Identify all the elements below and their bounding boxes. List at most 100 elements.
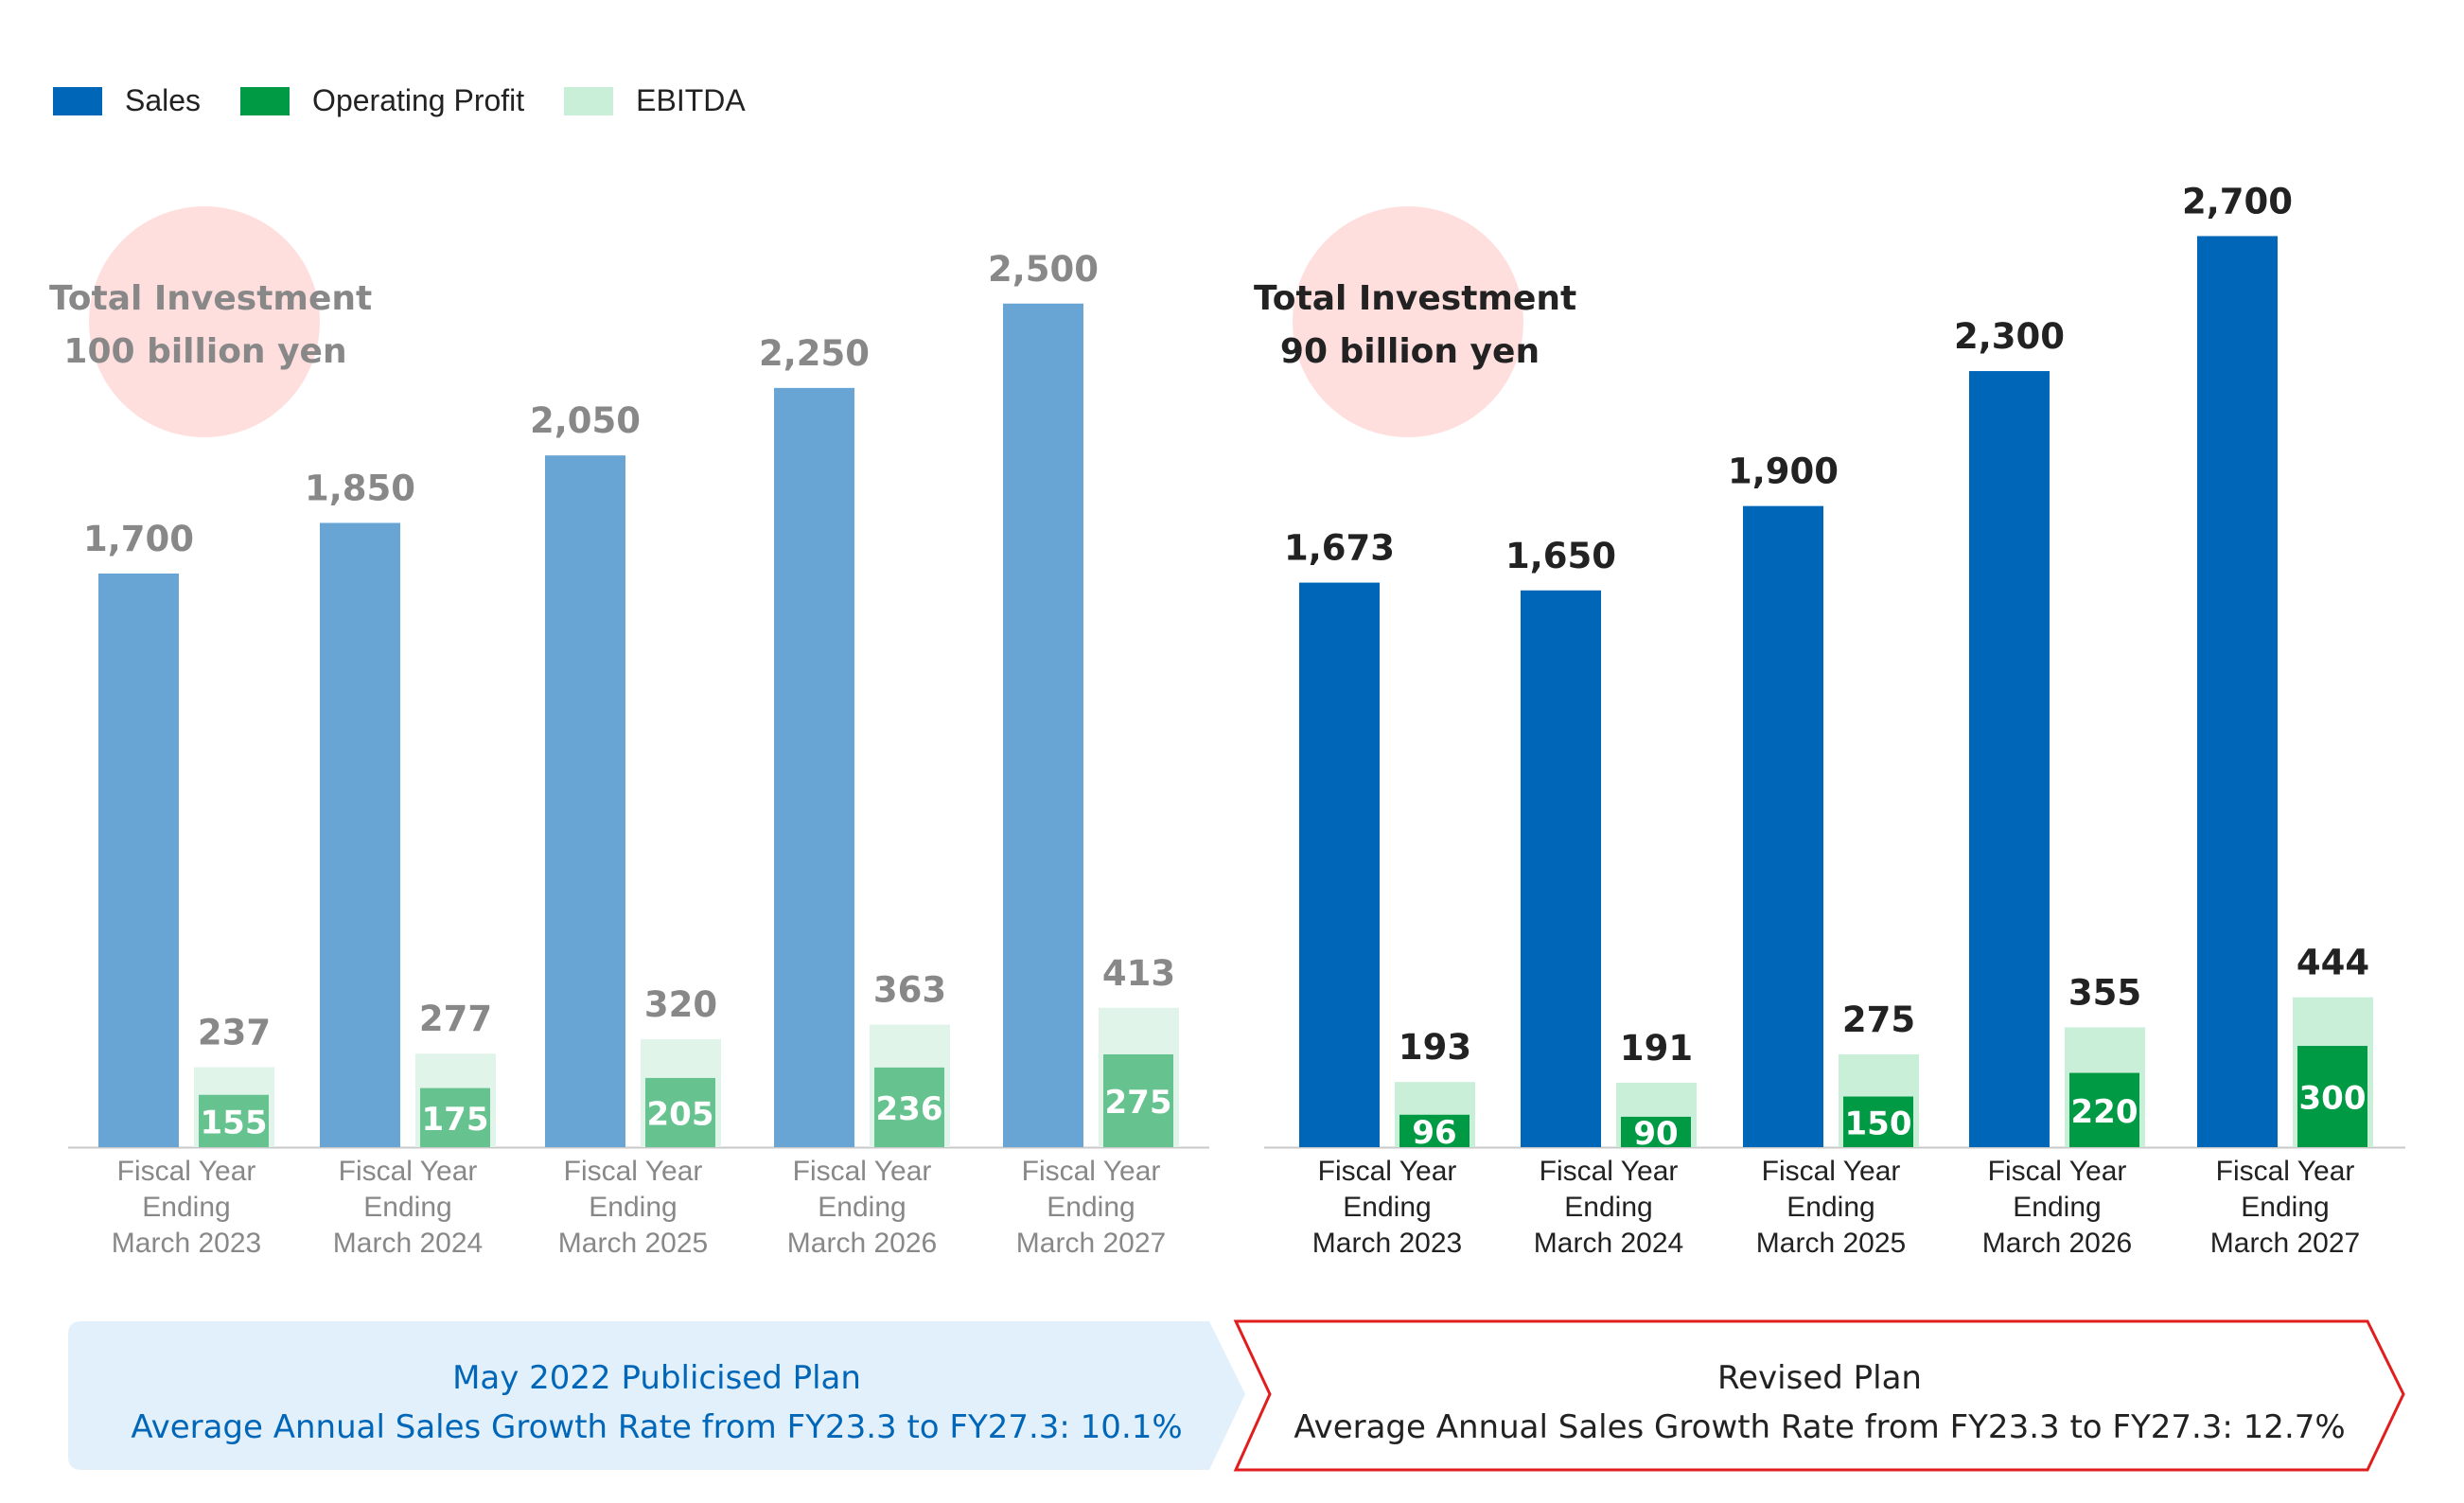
category-label: Fiscal Year [1022,1156,1161,1187]
banner-left-line1: May 2022 Publicised Plan [452,1359,861,1397]
investment-line2-right: 90 billion yen [1279,332,1540,371]
investment-circle-left [89,206,320,437]
bar-operating-profit [1843,1096,1913,1147]
category-label: Ending [1564,1192,1652,1223]
category-label: Fiscal Year [564,1156,703,1187]
bar-sales [1969,371,2050,1147]
label-operating-profit: 90 [1633,1115,1678,1153]
label-sales: 2,300 [1954,316,2065,357]
bar-operating-profit [1621,1116,1691,1147]
bar-operating-profit [199,1094,269,1147]
label-sales: 1,673 [1284,528,1395,569]
banner-shape-right [1233,1319,2405,1472]
label-ebitda: 237 [198,1013,271,1053]
label-sales: 2,050 [530,400,641,441]
label-ebitda: 191 [1620,1028,1693,1069]
bar-operating-profit [1103,1053,1173,1147]
label-operating-profit: 205 [647,1095,714,1133]
category-label: Ending [589,1192,677,1223]
legend-item-operating-profit: Operating Profit [240,83,524,118]
investment-line1-right: Total Investment [1254,279,1577,318]
category-label: Ending [142,1192,230,1223]
plots: 1,700 237 155 Fiscal Year Ending March 2023 1,… [68,181,2405,1259]
legend-swatch-sales [53,86,102,115]
category-label: March 2023 [1312,1228,1462,1259]
investment-line2-left: 100 billion yen [63,332,347,371]
bar-operating-profit [2069,1072,2139,1147]
label-operating-profit: 175 [422,1101,489,1139]
category-label: Ending [363,1192,451,1223]
label-ebitda: 444 [2297,943,2369,983]
legend-label-sales: Sales [125,83,202,117]
bar-sales [320,522,400,1147]
label-sales: 2,700 [2182,181,2293,221]
bar-sales [1299,582,1380,1147]
investment-text-right: Total Investment 90 billion yen [1254,273,1577,379]
label-ebitda: 277 [419,999,492,1039]
legend-swatch-ebitda [564,86,614,115]
label-sales: 2,250 [759,333,870,374]
bar-sales [98,573,179,1147]
bar-sales [774,387,854,1147]
category-label: March 2024 [1534,1228,1683,1259]
legend-item-sales: Sales [53,83,201,118]
legend-label-operating-profit: Operating Profit [312,83,525,117]
banner-right-line2: Average Annual Sales Growth Rate from FY… [1294,1408,2346,1446]
bar-operating-profit [420,1087,490,1147]
category-label: Fiscal Year [1540,1156,1679,1187]
label-operating-profit: 96 [1412,1114,1456,1152]
label-ebitda: 320 [644,984,717,1025]
banner-left-line2: Average Annual Sales Growth Rate from FY… [131,1408,1183,1446]
category-label: Fiscal Year [1988,1156,2127,1187]
label-sales: 1,700 [83,519,194,559]
bar-operating-profit [1399,1114,1470,1147]
label-sales: 1,650 [1505,536,1616,576]
label-operating-profit: 150 [1845,1105,1912,1142]
label-sales: 2,500 [988,249,1099,290]
bar-operating-profit [2297,1046,2367,1147]
banner-right-line1: Revised Plan [1717,1359,1922,1397]
category-label: March 2026 [787,1228,937,1259]
category-label: March 2023 [112,1228,261,1259]
label-ebitda: 193 [1399,1027,1471,1068]
bar-operating-profit [645,1077,715,1147]
label-operating-profit: 220 [2071,1093,2138,1131]
legend-swatch-operating-profit [240,86,290,115]
bar-sales [1743,505,1823,1147]
banner-text-right: Revised Plan Average Annual Sales Growth… [1236,1353,2403,1452]
label-sales: 1,900 [1728,451,1839,492]
category-label: March 2027 [1016,1228,1166,1259]
category-label: March 2027 [2210,1228,2360,1259]
category-label: March 2025 [1756,1228,1906,1259]
label-operating-profit: 300 [2299,1080,2367,1118]
category-label: Ending [818,1192,906,1223]
legend-item-ebitda: EBITDA [564,83,746,118]
bar-sales [1003,303,1083,1147]
bar-operating-profit [874,1067,944,1147]
label-sales: 1,850 [305,468,415,508]
category-label: Ending [2013,1192,2101,1223]
label-ebitda: 413 [1102,953,1175,994]
category-label: Fiscal Year [1762,1156,1901,1187]
label-operating-profit: 155 [201,1104,268,1141]
label-operating-profit: 275 [1105,1084,1172,1122]
category-label: March 2025 [558,1228,708,1259]
bar-sales [2197,236,2278,1147]
bar-sales [545,455,625,1147]
legend: Sales Operating Profit EBITDA [53,83,785,118]
banner-shape-left [68,1321,1245,1470]
investment-circle-right [1293,206,1523,437]
category-label: Fiscal Year [1318,1156,1457,1187]
label-ebitda: 275 [1842,999,1915,1040]
investment-text-left: Total Investment 100 billion yen [49,273,372,379]
category-label: Ending [1343,1192,1431,1223]
label-ebitda: 363 [873,970,946,1011]
category-label: Ending [2241,1192,2329,1223]
legend-label-ebitda: EBITDA [636,83,746,117]
category-label: Fiscal Year [2216,1156,2355,1187]
category-label: Fiscal Year [793,1156,932,1187]
category-label: Ending [1786,1192,1874,1223]
category-label: Fiscal Year [339,1156,478,1187]
label-operating-profit: 236 [876,1090,943,1128]
